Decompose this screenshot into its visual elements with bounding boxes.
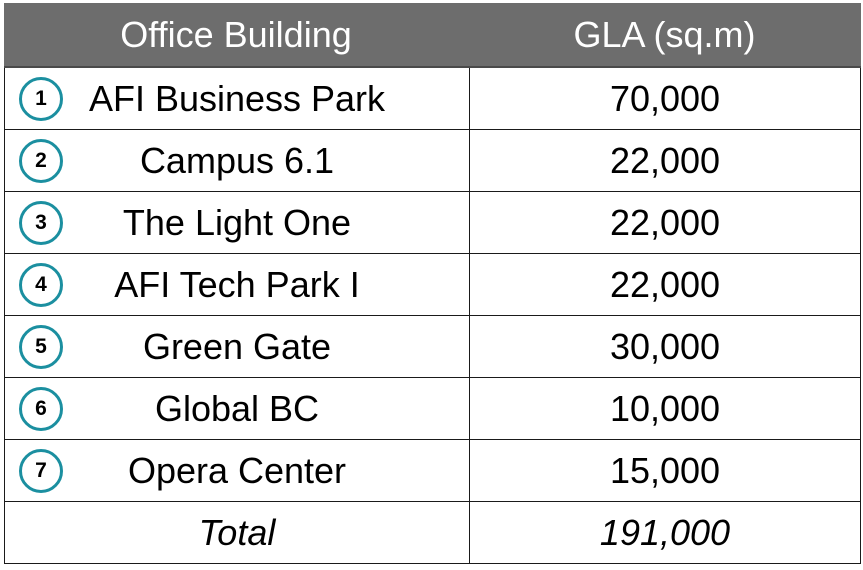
row-number-badge: 4 [19, 262, 63, 307]
row-number-badge: 3 [19, 200, 63, 245]
gla-value: 22,000 [609, 139, 721, 181]
building-name: AFI Business Park [88, 77, 386, 119]
building-name: Campus 6.1 [139, 139, 335, 181]
table-row: 4 AFI Tech Park I 22,000 [4, 254, 861, 316]
building-name: Opera Center [127, 449, 347, 491]
gla-value: 15,000 [609, 449, 721, 491]
gla-table: Office Building GLA (sq.m) 1 AFI Busines… [4, 3, 861, 564]
table-row: 5 Green Gate 30,000 [4, 316, 861, 378]
header-building: Office Building [120, 13, 352, 55]
table-row: 6 Global BC 10,000 [4, 378, 861, 440]
gla-value: 10,000 [609, 387, 721, 429]
gla-value: 30,000 [609, 325, 721, 367]
table-row: 3 The Light One 22,000 [4, 192, 861, 254]
row-number-badge: 1 [19, 76, 63, 121]
table-row: 1 AFI Business Park 70,000 [4, 68, 861, 130]
gla-value: 70,000 [609, 77, 721, 119]
row-number-badge: 5 [19, 324, 63, 369]
building-name: The Light One [122, 201, 352, 243]
total-row: Total 191,000 [4, 502, 861, 564]
building-name: AFI Tech Park I [114, 263, 360, 305]
row-number-badge: 7 [19, 448, 63, 493]
row-number-badge: 6 [19, 386, 63, 431]
table-row: 2 Campus 6.1 22,000 [4, 130, 861, 192]
table-header: Office Building GLA (sq.m) [4, 3, 861, 68]
gla-value: 22,000 [609, 201, 721, 243]
gla-value: 22,000 [609, 263, 721, 305]
building-name: Green Gate [142, 325, 332, 367]
total-gla-value: 191,000 [599, 511, 731, 553]
building-name: Global BC [154, 387, 320, 429]
total-label: Total [198, 511, 276, 553]
row-number-badge: 2 [19, 138, 63, 183]
header-gla: GLA (sq.m) [573, 13, 756, 55]
table-row: 7 Opera Center 15,000 [4, 440, 861, 502]
